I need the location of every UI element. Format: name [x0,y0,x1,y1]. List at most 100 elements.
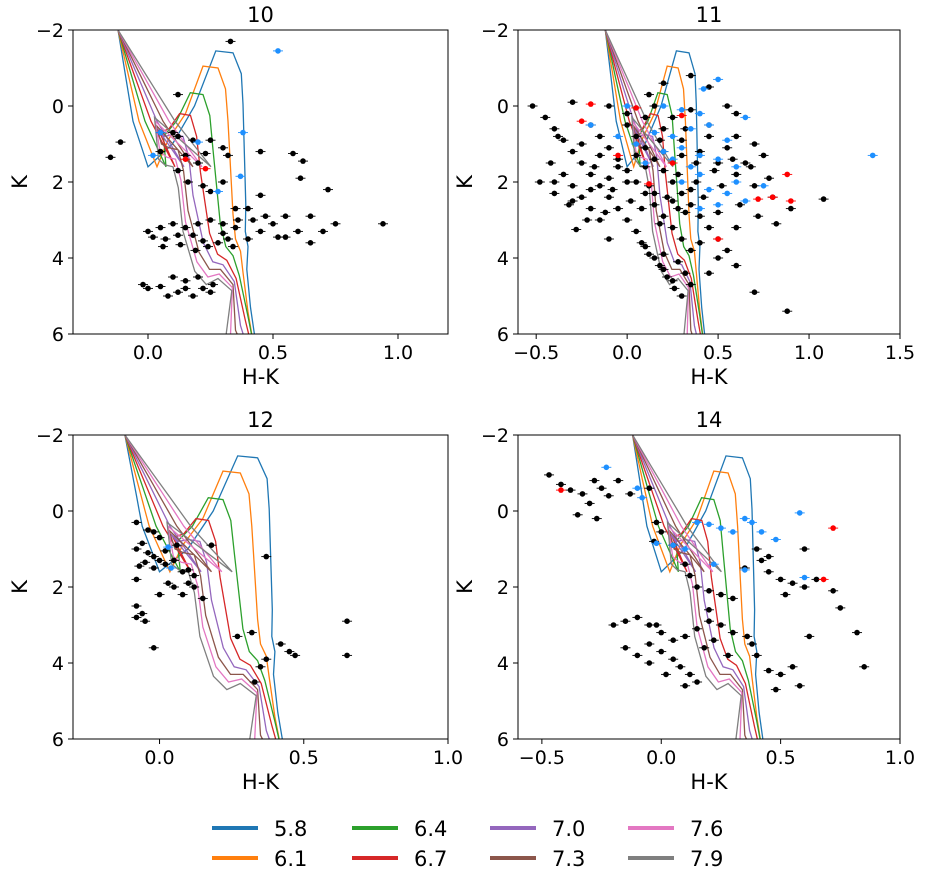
isochrone-6.1 [117,30,253,334]
star-black [657,262,663,269]
star-black [142,559,148,566]
star-black [861,664,867,670]
legend-item-6.7: 6.7 [352,847,447,871]
star-black [688,107,694,113]
y-tick-label: 6 [497,729,509,751]
star-black [202,150,209,157]
star-black [150,234,156,240]
panel-title: 11 [696,3,723,27]
y-tick-label: 2 [52,577,64,599]
star-black [678,152,685,159]
legend-item-7.0: 7.0 [490,817,585,841]
star-black [602,209,609,216]
star-black [162,236,169,242]
star-black [195,160,201,166]
star-black [694,626,700,632]
star-red [558,487,564,493]
star-blue [796,510,803,516]
legend-label: 7.9 [690,847,723,871]
star-black [250,217,256,223]
star-black [140,281,146,288]
star-black [660,213,667,219]
star-black [658,648,665,655]
star-blue [801,574,808,581]
star-blue [682,546,688,552]
star-black [773,221,780,227]
star-black [730,629,736,636]
star-black [200,285,206,292]
x-tick-label: 0.0 [646,747,676,769]
star-blue [700,86,707,92]
star-blue [733,179,740,185]
star-black [724,247,730,254]
legend-item-6.4: 6.4 [352,817,447,841]
star-black [220,230,226,237]
star-black [282,213,289,219]
star-blue [697,205,703,212]
star-black [813,576,820,583]
y-tick-label: 4 [497,248,509,270]
star-black [658,529,665,535]
isochrone-7.3 [124,435,264,739]
isochrone-6.4 [117,30,253,334]
star-black [755,213,761,219]
star-black [177,241,184,248]
isochrones [631,435,764,739]
star-black [156,557,163,564]
axes-frame [517,29,901,335]
star-black [107,154,114,161]
star-black [677,664,684,670]
star-black [706,133,712,140]
star-black [257,192,264,199]
star-black [760,152,767,159]
star-black [249,629,255,636]
star-black [380,221,386,227]
star-black [574,512,581,518]
y-axis-label: K [8,174,32,189]
isochrone-6.1 [604,30,704,334]
star-blue [697,171,703,178]
x-tick-label: 0.0 [612,342,642,364]
star-black [547,160,554,166]
star-black [694,584,700,590]
star-black [675,259,681,265]
star-blue [773,536,779,543]
star-black [624,167,630,174]
star-black [663,671,669,678]
star-black [307,240,314,246]
star-black [633,228,640,235]
star-black [642,114,649,121]
star-black [139,540,146,547]
star-blue [195,139,201,145]
star-black [591,477,598,484]
legend-label: 6.4 [414,817,447,841]
legend-label: 7.3 [552,847,585,871]
star-black [579,491,586,497]
star-blue [706,122,712,128]
star-blue [150,152,156,159]
star-black [730,595,736,602]
star-black [182,278,189,284]
star-black [232,205,239,212]
star-black [651,202,658,208]
star-black [133,546,140,552]
star-black [646,641,653,647]
star-black [606,175,612,181]
star-black [207,188,214,195]
star-black [670,637,676,643]
star-black [133,519,140,526]
star-black [830,588,836,594]
star-black [578,194,585,200]
star-black [220,221,226,227]
star-blue [670,542,676,548]
star-black [733,133,740,140]
isochrone-7.0 [124,435,270,739]
star-black [584,217,590,223]
x-axis-label: H-K [690,365,728,389]
star-black [748,164,754,170]
star-black [227,38,234,45]
star-red [678,112,685,119]
isochrone-7.6 [632,435,743,739]
star-black [706,224,712,231]
star-black [263,553,270,560]
